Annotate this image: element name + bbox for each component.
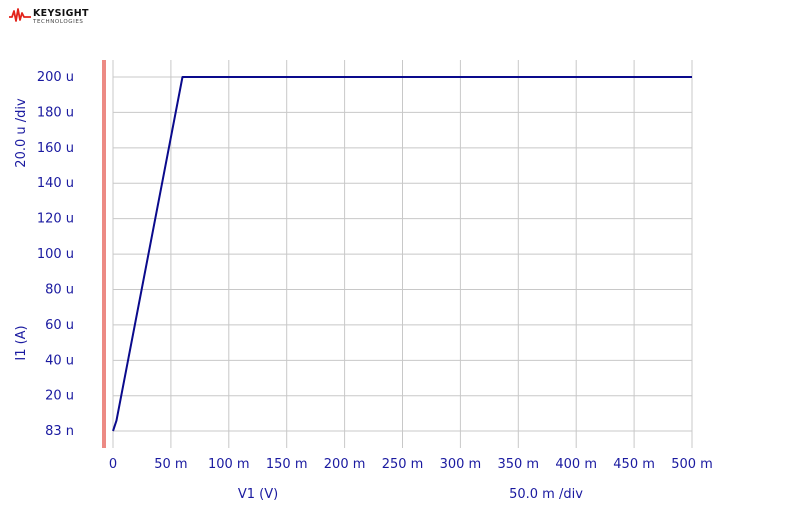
y-tick-label: 100 u <box>37 247 74 262</box>
brand-subtitle: TECHNOLOGIES <box>33 19 84 25</box>
series-line <box>112 76 692 432</box>
x-tick-label: 100 m <box>208 457 250 472</box>
x-tick-label: 150 m <box>266 457 308 472</box>
x-tick-label: 450 m <box>613 457 655 472</box>
y-tick-label: 40 u <box>45 353 74 368</box>
y-tick-label: 20 u <box>45 389 74 404</box>
y-tick-label: 180 u <box>37 105 74 120</box>
y-tick-label: 140 u <box>37 176 74 191</box>
y-div-label: 20.0 u /div <box>14 98 29 168</box>
y-axis-bar <box>102 60 106 448</box>
x-axis-label: V1 (V) <box>238 487 278 502</box>
x-tick-labels: 0 50 m 100 m 150 m 200 m 250 m 300 m 350 m 400 m… <box>109 457 713 472</box>
y-axis-label: I1 (A) <box>14 325 29 360</box>
x-tick-label: 500 m <box>671 457 713 472</box>
y-tick-label: 60 u <box>45 318 74 333</box>
x-tick-label: 50 m <box>154 457 187 472</box>
y-tick-label: 120 u <box>37 212 74 227</box>
x-tick-label: 0 <box>109 457 117 472</box>
grid-lines <box>112 60 693 448</box>
y-tick-label: 83 n <box>45 424 74 439</box>
x-tick-label: 200 m <box>324 457 366 472</box>
brand-name: KEYSIGHT <box>33 8 89 19</box>
y-tick-label: 200 u <box>37 70 74 85</box>
x-tick-label: 350 m <box>497 457 539 472</box>
series-layer <box>112 76 692 432</box>
x-tick-label: 300 m <box>440 457 482 472</box>
x-tick-label: 400 m <box>555 457 597 472</box>
keysight-logo: KEYSIGHT TECHNOLOGIES <box>9 6 89 30</box>
x-div-label: 50.0 m /div <box>509 487 583 502</box>
y-tick-label: 80 u <box>45 282 74 297</box>
y-tick-labels: 83 n 20 u 40 u 60 u 80 u 100 u 120 u 140 u 160 u… <box>37 70 74 439</box>
x-tick-label: 250 m <box>382 457 424 472</box>
keysight-wave-icon <box>9 8 31 22</box>
y-tick-label: 160 u <box>37 141 74 156</box>
